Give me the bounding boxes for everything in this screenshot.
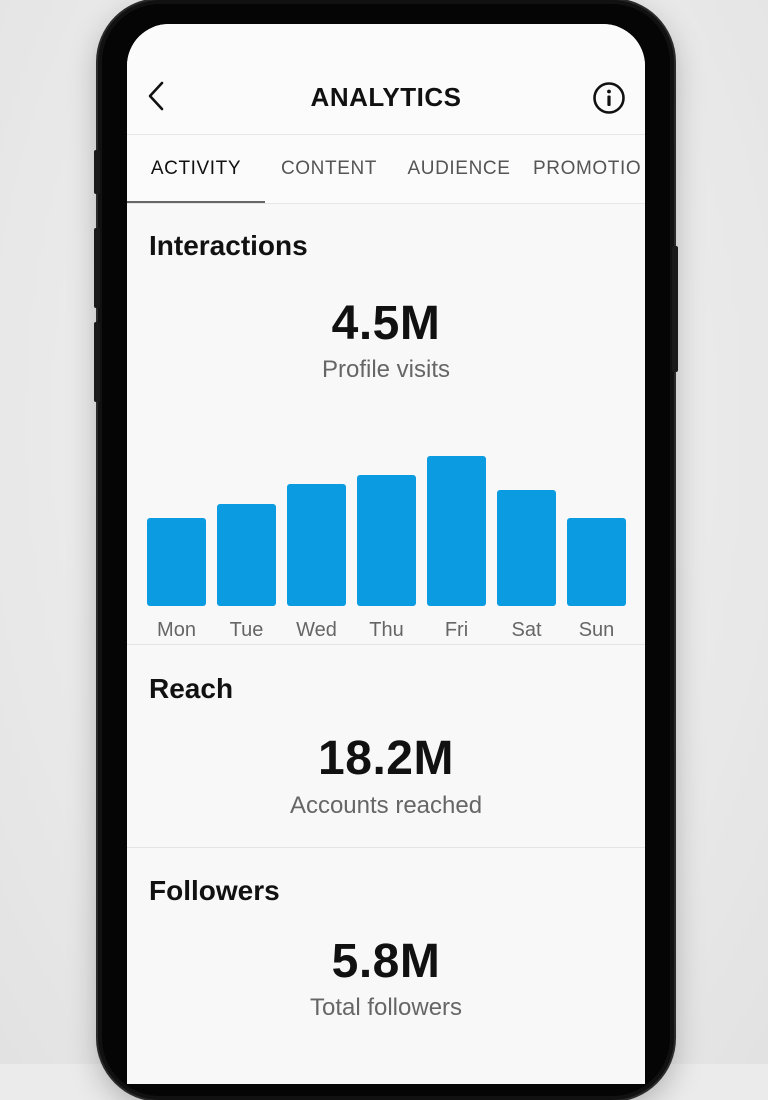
interactions-value: 4.5M xyxy=(331,297,441,350)
x-tick-label-tue: Tue xyxy=(230,619,264,641)
followers-label: Total followers xyxy=(309,994,463,1021)
reach-title: Reach xyxy=(149,673,234,704)
app-screen: ANALYTICS ACTIVITY CONTENT AUDIENCE PROM… xyxy=(127,24,645,1084)
x-tick-label-sun: Sun xyxy=(579,619,615,641)
bar-sat xyxy=(497,490,556,606)
followers-section: Followers 5.8M Total followers xyxy=(127,848,645,1084)
back-button[interactable] xyxy=(141,78,171,114)
interactions-label: Profile visits xyxy=(321,356,451,383)
followers-value: 5.8M xyxy=(331,935,441,988)
bar-wed xyxy=(287,484,346,606)
volume-down-button xyxy=(94,322,100,402)
power-button xyxy=(672,246,678,372)
volume-up-button xyxy=(94,228,100,308)
info-button[interactable] xyxy=(591,80,627,116)
bar-fri xyxy=(427,456,486,606)
x-tick-label-sat: Sat xyxy=(511,619,541,641)
section-divider xyxy=(127,644,645,645)
bar-mon xyxy=(147,518,206,606)
x-tick-label-fri: Fri xyxy=(445,619,468,641)
chevron-left-icon xyxy=(148,81,164,111)
x-tick-label-thu: Thu xyxy=(369,619,403,641)
tab-content[interactable]: CONTENT xyxy=(280,158,378,179)
tab-audience[interactable]: AUDIENCE xyxy=(407,158,511,179)
tab-activity[interactable]: ACTIVITY xyxy=(150,158,242,179)
interactions-section: Interactions 4.5M Profile visits Mon Tue W… xyxy=(127,204,645,644)
tab-bar: ACTIVITY CONTENT AUDIENCE PROMOTIO xyxy=(127,135,645,204)
reach-label: Accounts reached xyxy=(289,792,483,819)
x-tick-label-wed: Wed xyxy=(296,619,337,641)
active-tab-indicator xyxy=(127,201,265,203)
reach-value: 18.2M xyxy=(318,732,454,785)
info-icon xyxy=(593,82,625,114)
page-title: ANALYTICS xyxy=(310,82,462,112)
interactions-bar-chart: Mon Tue Wed Thu Fri Sat Sun xyxy=(147,456,626,641)
bar-sun xyxy=(567,518,626,606)
section-divider xyxy=(127,847,645,848)
followers-title: Followers xyxy=(149,875,280,906)
x-tick-label-mon: Mon xyxy=(157,619,196,641)
reach-section: Reach 18.2M Accounts reached xyxy=(127,645,645,846)
interactions-title: Interactions xyxy=(149,230,308,261)
tab-promotions[interactable]: PROMOTIO xyxy=(533,158,642,179)
top-bar: ANALYTICS xyxy=(127,24,645,135)
bar-tue xyxy=(217,504,276,606)
bar-thu xyxy=(357,475,416,606)
mute-switch xyxy=(94,150,100,194)
